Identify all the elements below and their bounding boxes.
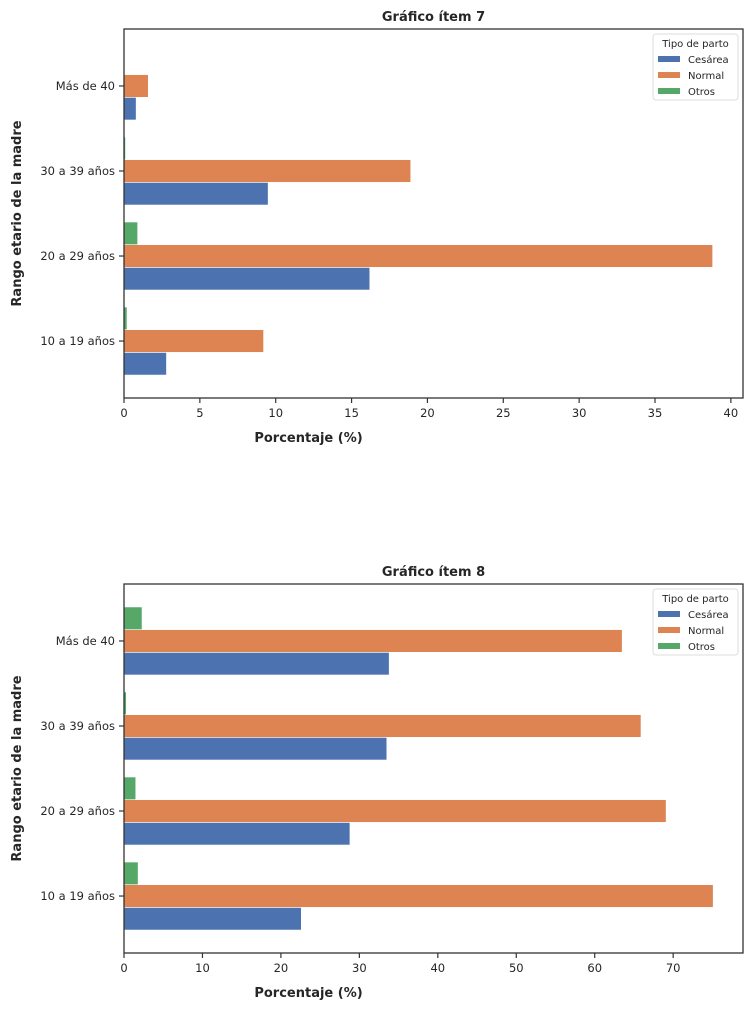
bar-normal <box>123 74 149 98</box>
x-tick-label: 25 <box>496 406 511 420</box>
bar-otros <box>123 861 139 885</box>
legend-swatch <box>658 56 680 62</box>
bar-normal <box>123 799 667 823</box>
legend-swatch <box>658 88 680 94</box>
bar-otros <box>123 776 137 800</box>
bar-normal <box>123 714 642 738</box>
legend-title: Tipo de parto <box>661 594 729 605</box>
x-tick-label: 40 <box>430 961 445 975</box>
legend-label: Normal <box>688 626 724 637</box>
bar-normal <box>123 884 714 908</box>
y-axis-label: Rango etario de la madre <box>10 675 25 861</box>
bar-cesarea <box>123 267 371 291</box>
y-axis-label: Rango etario de la madre <box>10 120 25 306</box>
bar-normal <box>123 629 623 653</box>
legend-swatch <box>658 72 680 78</box>
chart-1: Gráfico ítem 7 0 5 10 15 20 25 30 35 40 10 a 19 añ… <box>10 10 744 446</box>
bar-cesarea <box>123 822 351 846</box>
y-tick-label: 30 a 39 años <box>40 164 115 178</box>
y-tick-label: 30 a 39 años <box>40 719 115 733</box>
bar-cesarea <box>123 652 390 676</box>
x-tick-label: 30 <box>352 961 367 975</box>
bar-otros <box>123 606 143 630</box>
bar-otros <box>123 221 138 245</box>
legend-label: Normal <box>688 71 724 82</box>
y-tick-label: Más de 40 <box>56 79 115 93</box>
x-axis-label: Porcentaje (%) <box>254 431 362 446</box>
x-tick-label: 40 <box>724 406 739 420</box>
chart-title: Gráfico ítem 8 <box>382 565 485 580</box>
bar-cesarea <box>123 182 269 206</box>
x-tick-label: 0 <box>120 406 127 420</box>
x-tick-label: 5 <box>196 406 203 420</box>
x-tick-label: 0 <box>120 961 127 975</box>
x-axis-label: Porcentaje (%) <box>254 986 362 1001</box>
x-tick-label: 50 <box>509 961 524 975</box>
legend-box <box>652 33 739 101</box>
legend-swatch <box>658 643 680 649</box>
y-tick-label: 10 a 19 años <box>40 889 115 903</box>
legend: Tipo de parto Cesárea Normal Otros <box>652 33 739 101</box>
x-tick-label: 10 <box>268 406 283 420</box>
x-tick-label: 15 <box>344 406 359 420</box>
x-tick-label: 20 <box>274 961 289 975</box>
legend-label: Cesárea <box>688 54 729 66</box>
y-tick-label: 10 a 19 años <box>40 334 115 348</box>
legend-label: Cesárea <box>688 609 729 621</box>
chart-2: Gráfico ítem 8 0 10 20 30 40 50 60 70 10 a 19 año… <box>10 565 744 1001</box>
y-tick-label: 20 a 29 años <box>40 249 115 263</box>
x-tick-label: 70 <box>666 961 681 975</box>
x-tick-label: 10 <box>195 961 210 975</box>
x-tick-label: 30 <box>572 406 587 420</box>
x-tick-label: 60 <box>587 961 602 975</box>
chart-title: Gráfico ítem 7 <box>382 10 485 25</box>
legend-title: Tipo de parto <box>661 39 729 50</box>
x-tick-label: 35 <box>648 406 663 420</box>
legend-swatch <box>658 611 680 617</box>
x-tick-label: 20 <box>420 406 435 420</box>
legend-box <box>652 588 739 656</box>
legend: Tipo de parto Cesárea Normal Otros <box>652 588 739 656</box>
legend-swatch <box>658 627 680 633</box>
bar-normal <box>123 159 412 183</box>
y-tick-label: Más de 40 <box>56 634 115 648</box>
legend-label: Otros <box>688 642 715 653</box>
legend-label: Otros <box>688 87 715 98</box>
bar-normal <box>123 244 713 268</box>
bar-cesarea <box>123 737 388 761</box>
axes-frame <box>123 583 744 954</box>
axes-frame <box>123 28 744 399</box>
bar-normal <box>123 329 264 353</box>
bar-cesarea <box>123 97 137 121</box>
bar-cesarea <box>123 907 302 931</box>
y-tick-label: 20 a 29 años <box>40 804 115 818</box>
bar-cesarea <box>123 352 167 376</box>
